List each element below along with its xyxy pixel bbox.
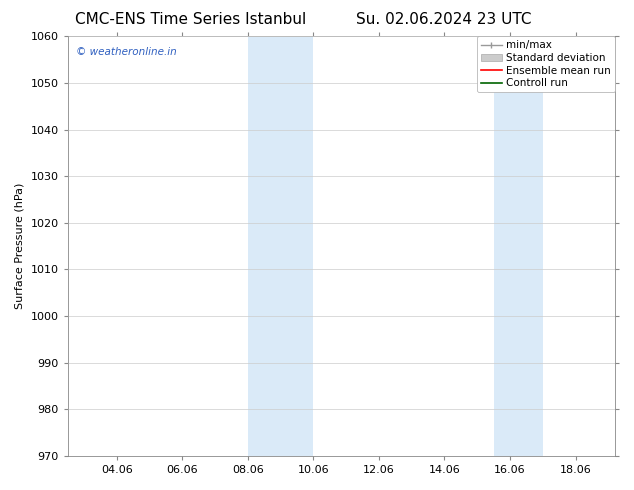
Bar (248, 36, 313, 456)
Text: CMC-ENS Time Series Istanbul: CMC-ENS Time Series Istanbul (75, 12, 306, 27)
Y-axis label: Surface Pressure (hPa): Surface Pressure (hPa) (15, 183, 25, 309)
Text: © weatheronline.in: © weatheronline.in (76, 47, 177, 57)
Bar (494, 36, 543, 456)
Text: Su. 02.06.2024 23 UTC: Su. 02.06.2024 23 UTC (356, 12, 531, 27)
Legend: min/max, Standard deviation, Ensemble mean run, Controll run: min/max, Standard deviation, Ensemble me… (477, 36, 615, 93)
